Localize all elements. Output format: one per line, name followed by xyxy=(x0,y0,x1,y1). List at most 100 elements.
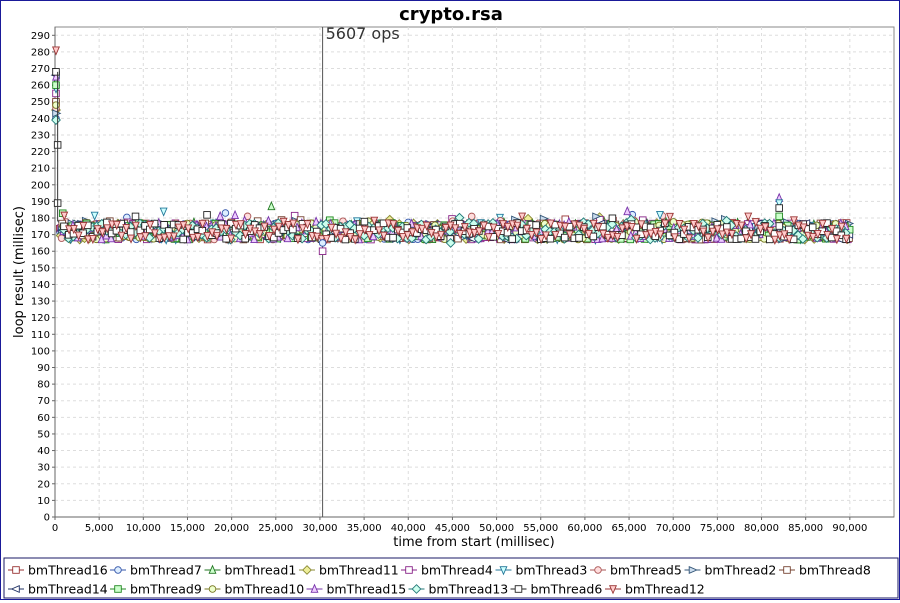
legend-marker xyxy=(114,566,122,574)
data-point xyxy=(518,212,527,222)
data-point xyxy=(737,221,746,231)
outlier-point xyxy=(318,239,327,247)
legend-marker xyxy=(10,585,20,593)
data-point xyxy=(789,216,798,226)
legend-item-bmThread11: bmThread11 xyxy=(299,563,399,578)
data-point xyxy=(713,225,722,235)
legend-marker xyxy=(514,585,523,593)
legend-label: bmThread3 xyxy=(516,563,588,578)
data-point xyxy=(727,229,736,240)
legend-marker xyxy=(783,566,791,574)
y-tick-label: 200 xyxy=(31,180,50,191)
data-point xyxy=(146,220,155,231)
legend-marker xyxy=(594,566,602,574)
data-point xyxy=(52,68,60,76)
data-point xyxy=(632,234,641,244)
data-point xyxy=(222,224,231,235)
data-point xyxy=(527,230,536,241)
legend-marker xyxy=(12,566,20,574)
data-point xyxy=(231,209,240,220)
data-point xyxy=(287,230,298,241)
chart-title: crypto.rsa xyxy=(399,4,503,25)
legend-item-bmThread16: bmThread16 xyxy=(8,563,108,578)
legend-item-bmThread7: bmThread7 xyxy=(110,563,202,578)
data-point xyxy=(327,223,336,234)
data-point xyxy=(828,224,837,235)
data-point xyxy=(189,233,198,244)
data-point xyxy=(766,226,775,237)
data-point xyxy=(613,233,622,243)
x-tick-label: 75,000 xyxy=(700,523,735,534)
y-tick-label: 140 xyxy=(31,280,50,291)
y-axis: 0 10 20 30 40 50 60 70 80 90 100 110 120 130 140 150 160… xyxy=(31,27,56,524)
data-point xyxy=(174,223,183,233)
series-bmThread12 xyxy=(52,46,851,245)
data-point xyxy=(360,225,369,235)
data-point xyxy=(203,231,212,242)
data-point xyxy=(680,225,689,235)
legend-marker xyxy=(405,566,413,574)
data-point xyxy=(403,231,412,241)
data-point xyxy=(823,231,832,241)
data-point xyxy=(627,222,636,233)
data-point xyxy=(592,212,602,221)
x-tick-label: 50,000 xyxy=(479,523,514,534)
data-point xyxy=(332,229,341,239)
outlier-point xyxy=(775,204,783,212)
outlier-point xyxy=(445,237,456,248)
data-point xyxy=(837,222,846,232)
annotation-label: 5607 ops xyxy=(326,24,400,43)
data-point xyxy=(260,222,269,232)
y-tick-label: 10 xyxy=(37,496,50,507)
outlier-point xyxy=(318,247,327,255)
legend-item-bmThread10: bmThread10 xyxy=(204,582,305,597)
legend-item-bmThread4: bmThread4 xyxy=(401,563,493,578)
data-point xyxy=(241,230,250,240)
data-point xyxy=(751,235,760,243)
legend-marker xyxy=(310,583,319,593)
legend-marker xyxy=(114,585,122,593)
data-point xyxy=(126,228,135,236)
data-point xyxy=(546,219,555,229)
data-point xyxy=(341,228,350,238)
data-point xyxy=(284,221,293,231)
data-point xyxy=(90,211,99,221)
data-point xyxy=(141,232,150,242)
y-tick-label: 70 xyxy=(37,396,50,407)
data-point xyxy=(117,231,126,241)
data-point xyxy=(65,225,74,235)
legend: bmThread16 bmThread7 bmThread1 bmThread11 bm… xyxy=(3,557,899,599)
data-point xyxy=(417,224,426,235)
y-tick-label: 250 xyxy=(31,97,50,108)
data-point xyxy=(408,228,417,238)
legend-marker xyxy=(499,566,508,576)
data-point xyxy=(708,227,717,237)
data-point xyxy=(150,229,159,239)
data-point xyxy=(560,233,569,242)
y-tick-label: 30 xyxy=(37,463,50,474)
y-tick-label: 290 xyxy=(31,31,50,42)
y-tick-label: 50 xyxy=(37,429,50,440)
legend-marker xyxy=(411,584,422,594)
data-point xyxy=(456,230,465,240)
legend-marker xyxy=(609,585,617,595)
data-point xyxy=(685,234,694,244)
data-point xyxy=(537,234,546,245)
y-tick-label: 230 xyxy=(31,130,50,141)
data-point xyxy=(184,224,193,234)
legend-label: bmThread16 xyxy=(28,563,108,578)
data-point xyxy=(60,211,69,221)
data-point xyxy=(235,230,246,241)
x-tick-label: 10,000 xyxy=(126,523,161,534)
outlier-point xyxy=(216,210,225,221)
data-point xyxy=(608,214,617,223)
legend-label: bmThread12 xyxy=(625,582,705,597)
data-point xyxy=(98,228,107,238)
data-point xyxy=(155,234,164,244)
data-point xyxy=(265,232,274,242)
legend-label: bmThread10 xyxy=(225,582,305,597)
data-point xyxy=(398,233,407,243)
data-point xyxy=(432,232,441,242)
y-tick-label: 220 xyxy=(31,147,50,158)
